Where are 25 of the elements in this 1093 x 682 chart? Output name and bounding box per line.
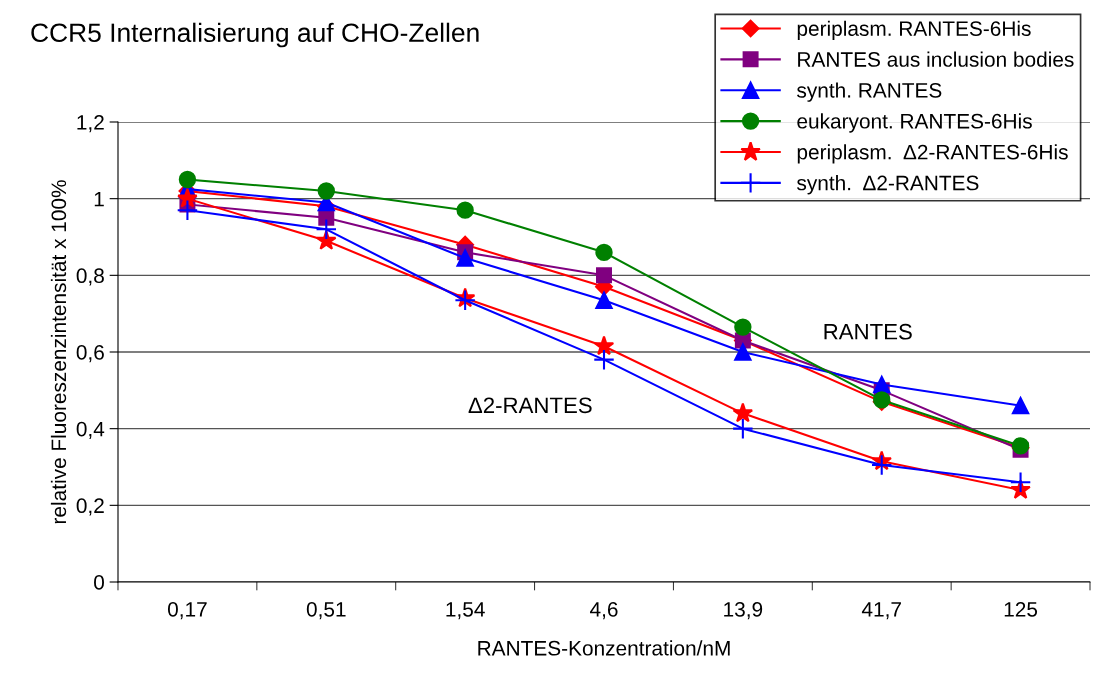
y-tick-label: 0,2 — [76, 498, 104, 516]
y-tick-label: 0,6 — [76, 345, 104, 363]
y-axis-title: relative Fluoreszenzintensität x 100% — [50, 180, 67, 524]
legend-label: eukaryont. RANTES-6His — [797, 113, 1032, 133]
legend-label: synth. RANTES — [797, 82, 942, 102]
legend-label: RANTES aus inclusion bodies — [798, 51, 1074, 67]
annotation: Δ2-RANTES — [468, 397, 592, 414]
y-tick-label: 0,8 — [76, 268, 104, 286]
y-tick-label: 1,2 — [77, 115, 104, 133]
y-tick-label: 0 — [94, 575, 104, 590]
x-tick-label: 125 — [1004, 601, 1038, 617]
x-tick-label: 13,9 — [724, 601, 763, 620]
x-tick-label: 0,17 — [167, 601, 207, 620]
y-tick-label: 0,4 — [76, 421, 105, 439]
legend-label: synth. Δ2-RANTES — [797, 175, 979, 195]
y-tick-label: 1 — [94, 191, 104, 207]
annotation: RANTES — [824, 323, 912, 340]
x-tick-label: 4,6 — [590, 601, 618, 620]
legend-label: periplasm. RANTES-6His — [797, 20, 1031, 41]
chart-title: CCR5 Internalisierung auf CHO-Zellen — [31, 22, 479, 48]
x-axis-title: RANTES-Konzentration/nM — [478, 640, 730, 656]
x-tick-label: 0,51 — [306, 601, 346, 620]
x-tick-label: 1,54 — [446, 602, 485, 620]
x-tick-label: 41,7 — [861, 602, 901, 620]
legend-label: periplasm. Δ2-RANTES-6His — [797, 144, 1068, 164]
